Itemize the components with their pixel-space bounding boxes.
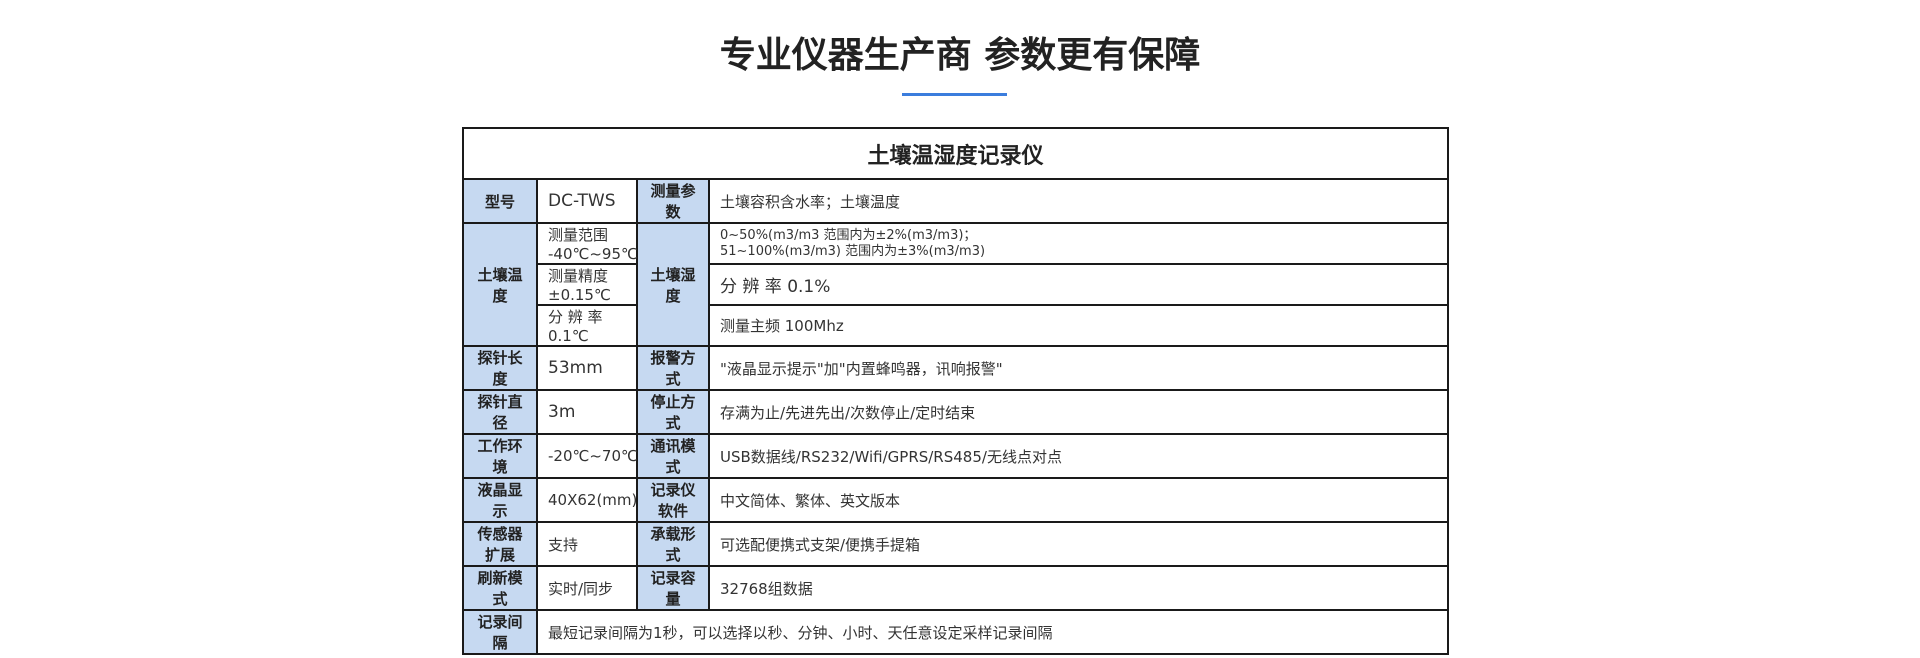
value-soil-temp-accuracy: 测量精度 ±0.15℃ [536,263,638,306]
label-soil-hum: 土壤湿度 [636,222,710,347]
row-label: 停止方式 [636,389,710,435]
table-row: 探针直径 3m 停止方式 存满为止/先进先出/次数停止/定时结束 [462,389,1449,435]
row-value: "液晶显示提示"加"内置蜂鸣器，讯响报警" [708,345,1449,391]
table-row: 分 辨 率 0.1℃ 测量主频 100Mhz [463,304,1449,347]
row-label: 刷新模式 [462,565,538,611]
table-row: 记录间隔 最短记录间隔为1秒，可以选择以秒、分钟、小时、天任意设定采样记录间隔 [462,609,1449,655]
row-label: 记录仪软件 [636,477,710,523]
table-row: 刷新模式 实时/同步 记录容量 32768组数据 [462,565,1449,611]
hum-line-2: 51~100%(m3/m3) 范围内为±3%(m3/m3) [720,243,986,259]
row-label: 记录容量 [636,565,710,611]
row-value: 40X62(mm) [536,477,638,523]
heading-underline [902,93,1007,96]
label-model: 型号 [462,178,538,224]
row-value: 可选配便携式支架/便携手提箱 [708,521,1449,567]
row-value: 32768组数据 [708,565,1449,611]
value-soil-hum-range: 0~50%(m3/m3 范围内为±2%(m3/m3)； 51~100%(m3/m3… [708,222,1449,265]
label-measure: 测量参数 [636,178,710,224]
row-label: 通讯模式 [636,433,710,479]
row-label: 报警方式 [636,345,710,391]
table-row: 测量精度 ±0.15℃ 分 辨 率 0.1% [463,263,1449,306]
value-soil-temp-resolution: 分 辨 率 0.1℃ [536,304,638,347]
value-model: DC-TWS [536,178,638,224]
table-row: 传感器扩展 支持 承载形式 可选配便携式支架/便携手提箱 [462,521,1449,567]
label-soil-temp: 土壤温度 [462,222,538,347]
table-row: 液晶显示 40X62(mm) 记录仪软件 中文简体、繁体、英文版本 [462,477,1449,523]
hum-line-1: 0~50%(m3/m3 范围内为±2%(m3/m3)； [720,227,977,243]
row-label: 承载形式 [636,521,710,567]
row-label: 工作环境 [462,433,538,479]
value-soil-hum-frequency: 测量主频 100Mhz [708,304,1449,347]
row-value: USB数据线/RS232/Wifi/GPRS/RS485/无线点对点 [708,433,1449,479]
table-row: 探针长度 53mm 报警方式 "液晶显示提示"加"内置蜂鸣器，讯响报警" [462,345,1449,391]
value-soil-temp-range: 测量范围 -40℃~95℃ [536,222,638,265]
value-interval: 最短记录间隔为1秒，可以选择以秒、分钟、小时、天任意设定采样记录间隔 [536,609,1449,655]
row-value: 实时/同步 [536,565,638,611]
row-label: 液晶显示 [462,477,538,523]
section-heading: 专业仪器生产商 参数更有保障 [719,35,1201,76]
row-value: 中文简体、繁体、英文版本 [708,477,1449,523]
row-label: 探针长度 [462,345,538,391]
value-measure: 土壤容积含水率；土壤温度 [708,178,1449,224]
value-soil-hum-resolution: 分 辨 率 0.1% [708,263,1449,306]
row-value: 存满为止/先进先出/次数停止/定时结束 [708,389,1449,435]
row-value: 支持 [536,521,638,567]
row-value: 3m [536,389,638,435]
table-caption: 土壤温湿度记录仪 [462,127,1449,180]
row-label: 传感器扩展 [462,521,538,567]
table-row: 土壤温度 测量范围 -40℃~95℃ 土壤湿度 0~50%(m3/m3 范围内为… [462,222,1449,347]
row-label: 探针直径 [462,389,538,435]
row-value: -20℃~70℃ [536,433,638,479]
table-row: 工作环境 -20℃~70℃ 通讯模式 USB数据线/RS232/Wifi/GPRS/R… [462,433,1449,479]
row-value: 53mm [536,345,638,391]
spec-table: 土壤温湿度记录仪 型号 DC-TWS 测量参数 土壤容积含水率；土壤温度 土壤温… [462,127,1449,655]
label-interval: 记录间隔 [462,609,538,655]
table-row: 型号 DC-TWS 测量参数 土壤容积含水率；土壤温度 [462,178,1449,224]
